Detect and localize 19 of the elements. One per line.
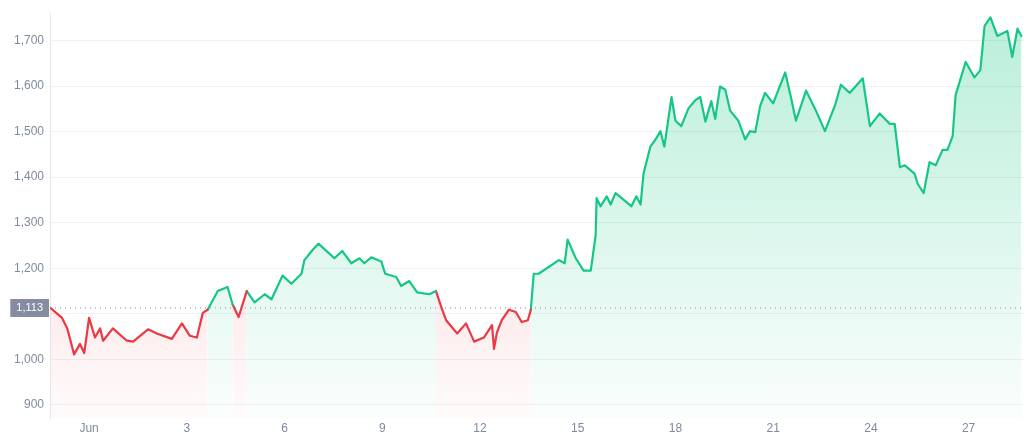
y-tick-label: 1,400 bbox=[13, 169, 45, 184]
x-tick-label: 15 bbox=[571, 421, 585, 436]
x-tick-label: 18 bbox=[668, 421, 683, 436]
y-tick-label: 1,600 bbox=[13, 78, 45, 93]
x-tick-label: 24 bbox=[864, 421, 878, 436]
x-tick-label: 6 bbox=[281, 421, 289, 436]
y-tick-label: 1,300 bbox=[13, 215, 45, 230]
y-tick-label: 1,700 bbox=[13, 32, 45, 47]
ref-line-label: 1,113 bbox=[16, 300, 43, 313]
y-tick-label: 1,200 bbox=[13, 260, 45, 275]
x-tick-label: 12 bbox=[473, 421, 487, 436]
x-tick-label: Jun bbox=[79, 421, 99, 436]
y-tick-label: 1,000 bbox=[13, 351, 45, 366]
x-tick-label: 21 bbox=[766, 421, 781, 436]
x-tick-label: 9 bbox=[378, 421, 386, 436]
y-tick-label: 900 bbox=[23, 397, 45, 412]
x-tick-label: 27 bbox=[961, 421, 976, 436]
x-tick-label: 3 bbox=[183, 421, 191, 436]
y-tick-label: 1,500 bbox=[13, 123, 45, 138]
